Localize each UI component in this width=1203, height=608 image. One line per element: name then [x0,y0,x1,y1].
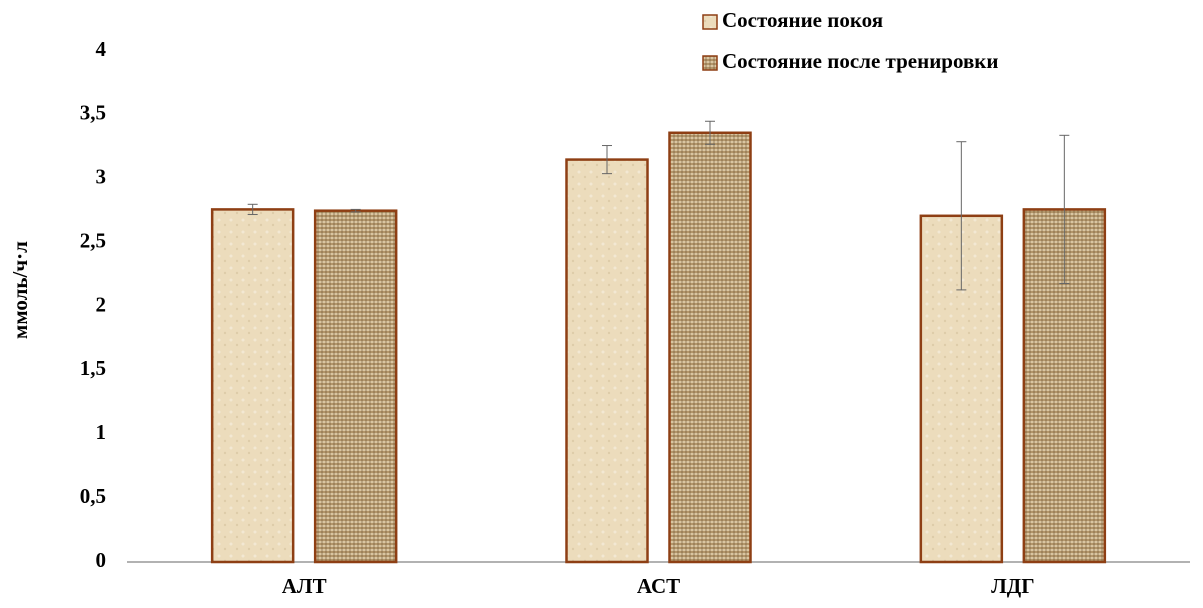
y-tick-label: 3,5 [80,101,106,125]
y-tick-label: 2,5 [80,228,106,252]
legend-label: Состояние покоя [722,8,883,32]
y-tick-label: 0 [96,548,107,572]
y-tick-label: 1,5 [80,356,106,380]
y-tick-label: 1 [96,420,107,444]
legend-swatch [702,14,718,30]
y-tick-label: 0,5 [80,484,106,508]
bar [565,158,649,564]
legend-label: Состояние после тренировки [722,49,999,73]
x-tick-label: ЛДГ [991,574,1034,598]
bar [668,131,752,564]
y-tick-label: 4 [96,37,107,61]
legend-swatch [702,55,718,71]
bar [313,209,398,564]
bar [210,208,295,564]
x-tick-label: АСТ [637,574,680,598]
y-tick-label: 2 [96,292,107,316]
y-axis-label: ммоль/ч·л [8,241,32,339]
y-tick-label: 3 [96,165,107,189]
x-tick-label: АЛТ [282,574,327,598]
bar [919,214,1004,564]
